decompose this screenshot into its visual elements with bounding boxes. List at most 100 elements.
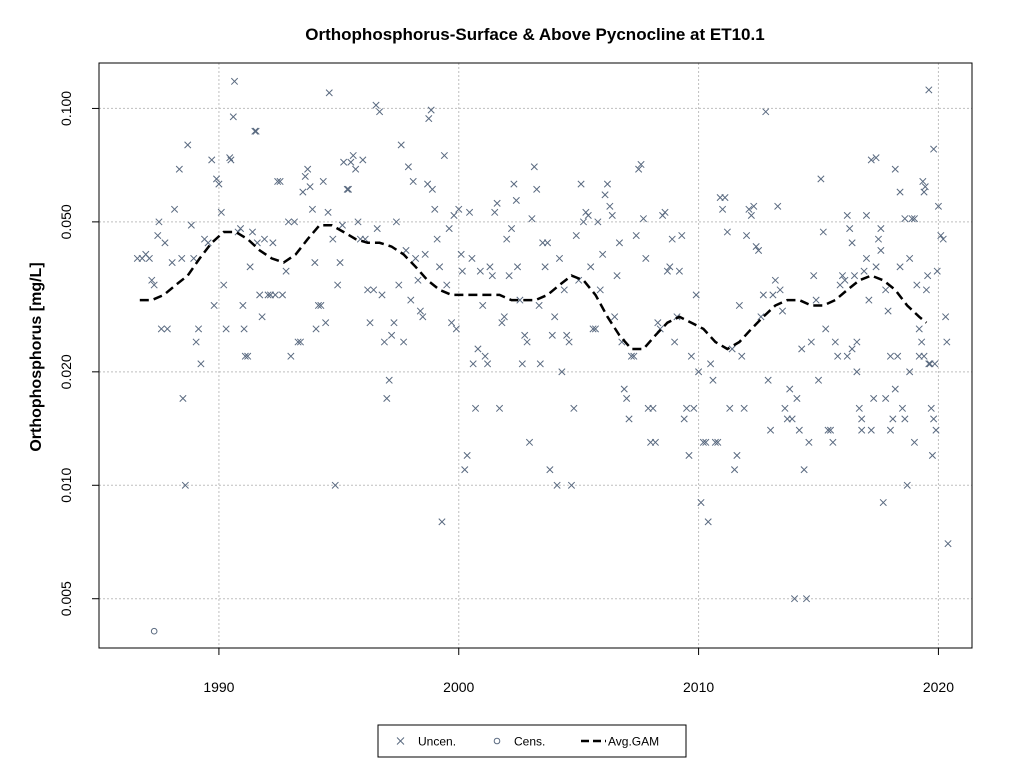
point-uncensored xyxy=(843,352,851,360)
point-uncensored xyxy=(683,404,691,412)
point-uncensored xyxy=(543,239,552,247)
point-uncensored xyxy=(642,254,650,262)
point-uncensored xyxy=(210,301,218,310)
point-uncensored xyxy=(697,498,705,507)
point-uncensored xyxy=(260,235,269,243)
point-uncensored xyxy=(383,394,391,402)
point-uncensored xyxy=(884,307,892,315)
point-uncensored xyxy=(663,267,671,275)
point-uncensored xyxy=(757,313,765,321)
point-uncensored xyxy=(407,296,415,304)
point-uncensored xyxy=(373,225,381,233)
point-uncensored xyxy=(810,272,818,280)
point-uncensored xyxy=(175,165,183,173)
point-uncensored xyxy=(421,250,429,258)
point-uncensored xyxy=(781,404,789,412)
point-uncensored xyxy=(170,205,179,213)
point-uncensored xyxy=(855,404,863,412)
point-uncensored xyxy=(276,177,284,186)
point-uncensored xyxy=(822,325,830,333)
point-uncensored xyxy=(745,205,753,213)
point-uncensored xyxy=(304,165,312,173)
point-uncensored xyxy=(282,267,290,275)
point-uncensored xyxy=(372,101,380,109)
point-uncensored xyxy=(390,319,398,327)
x-tick-label: 2000 xyxy=(443,679,474,695)
point-uncensored xyxy=(364,286,372,294)
point-uncensored xyxy=(208,156,216,164)
point-uncensored xyxy=(486,263,494,271)
point-uncensored xyxy=(584,211,592,220)
point-uncensored xyxy=(925,86,933,94)
point-uncensored xyxy=(553,481,561,489)
point-uncensored xyxy=(627,352,635,360)
point-uncensored xyxy=(599,250,607,258)
point-uncensored xyxy=(215,180,223,188)
point-uncensored xyxy=(528,215,536,223)
point-uncensored xyxy=(587,263,595,271)
point-uncensored xyxy=(392,218,400,226)
point-uncensored xyxy=(896,188,904,196)
point-uncensored xyxy=(457,250,465,258)
point-uncensored xyxy=(817,175,825,183)
point-uncensored xyxy=(150,281,158,289)
point-uncensored xyxy=(380,338,388,346)
point-uncensored xyxy=(747,211,755,220)
point-uncensored xyxy=(611,313,619,321)
point-uncensored xyxy=(409,177,417,186)
point-uncensored xyxy=(425,115,433,123)
point-uncensored xyxy=(623,394,631,402)
x-axis: 1990 2000 2010 2020 xyxy=(203,647,954,695)
point-uncensored xyxy=(865,296,873,304)
point-uncensored xyxy=(776,286,784,294)
point-uncensored xyxy=(570,404,578,412)
point-uncensored xyxy=(919,177,927,186)
point-uncensored xyxy=(145,254,153,262)
point-uncensored xyxy=(479,301,487,310)
point-uncensored xyxy=(678,231,686,240)
point-uncensored xyxy=(766,426,775,434)
point-uncensored xyxy=(458,267,466,275)
point-uncensored xyxy=(521,331,529,339)
point-uncensored xyxy=(620,385,628,393)
point-uncensored xyxy=(939,235,947,243)
point-uncensored xyxy=(630,352,638,360)
point-uncensored xyxy=(896,263,904,271)
point-uncensored xyxy=(596,286,604,294)
point-uncensored xyxy=(601,191,609,199)
point-uncensored xyxy=(606,202,614,210)
point-uncensored xyxy=(872,154,880,162)
point-uncensored xyxy=(546,466,554,474)
data-points xyxy=(133,77,952,635)
point-uncensored xyxy=(510,180,518,188)
legend-item-uncensored: Uncen. xyxy=(396,735,456,749)
point-uncensored xyxy=(793,394,801,402)
point-uncensored xyxy=(471,404,480,412)
point-uncensored xyxy=(928,451,936,459)
point-uncensored xyxy=(359,156,367,164)
point-uncensored xyxy=(731,466,739,474)
point-uncensored xyxy=(704,518,712,526)
point-uncensored xyxy=(891,165,899,173)
legend-item-gam: Avg.GAM xyxy=(581,735,659,749)
point-uncensored xyxy=(419,313,427,321)
point-uncensored xyxy=(695,368,703,376)
point-uncensored xyxy=(294,338,302,346)
point-uncensored xyxy=(685,451,693,459)
legend-item-censored: Cens. xyxy=(493,735,545,749)
point-uncensored xyxy=(882,394,890,402)
point-uncensored xyxy=(750,202,758,210)
point-uncensored xyxy=(236,225,245,233)
point-uncensored xyxy=(853,368,861,376)
point-uncensored xyxy=(908,215,916,223)
point-uncensored xyxy=(500,313,508,321)
point-uncensored xyxy=(476,267,484,275)
point-uncensored xyxy=(924,272,932,280)
point-uncensored xyxy=(370,286,378,294)
legend-circle-marker xyxy=(493,737,501,745)
point-uncensored xyxy=(613,272,621,280)
point-uncensored xyxy=(930,145,938,153)
point-uncensored xyxy=(431,205,439,213)
legend: Uncen. Cens. Avg.GAM xyxy=(377,724,687,758)
point-uncensored xyxy=(719,205,727,213)
